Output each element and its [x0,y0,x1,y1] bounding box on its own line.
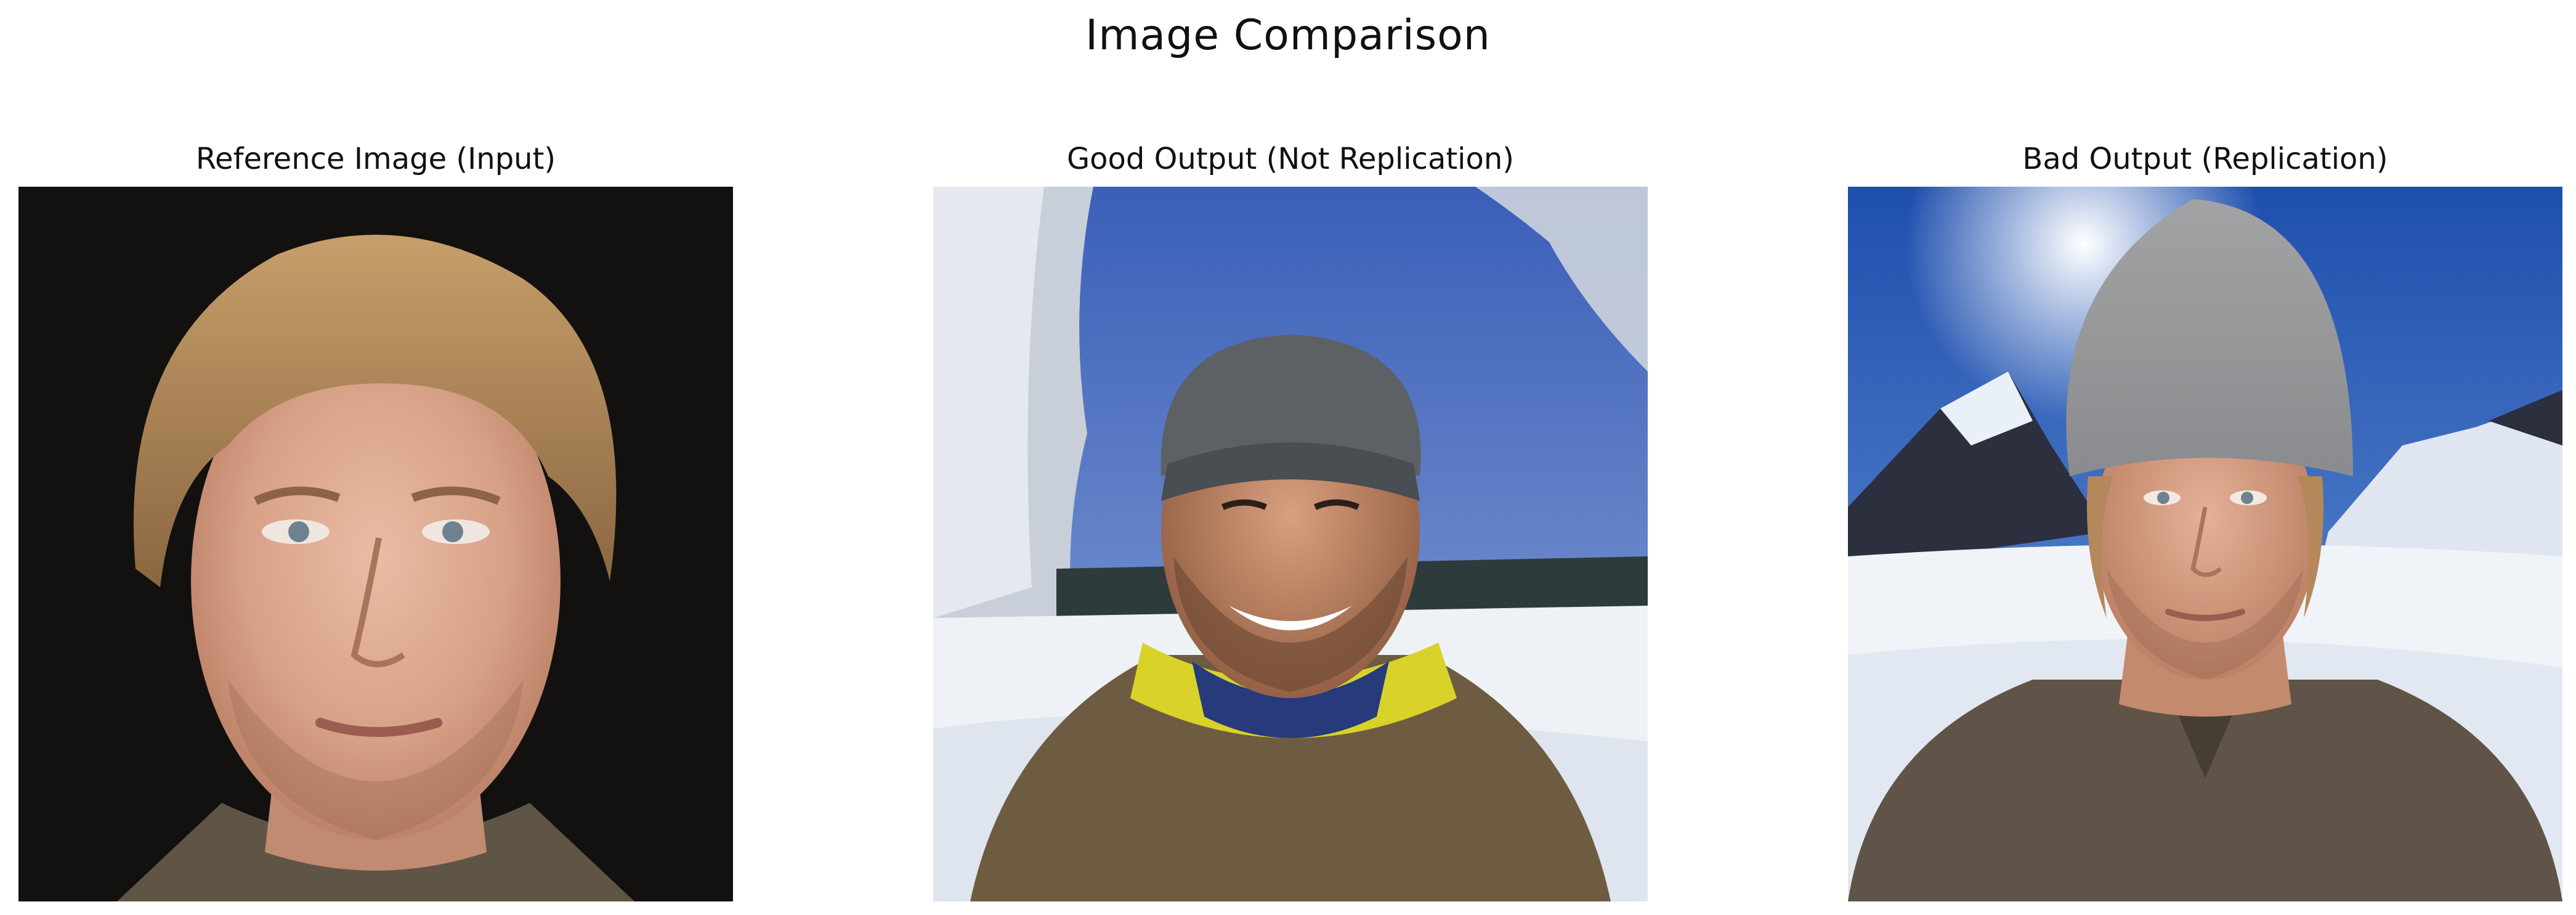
winter-portrait-replication-icon [1848,187,2562,901]
panel-title: Bad Output (Replication) [2022,142,2388,176]
panel-bad-output: Bad Output (Replication) [1848,140,2562,901]
panel-title: Reference Image (Input) [195,142,556,176]
panel-good-output: Good Output (Not Replication) [933,140,1648,901]
portrait-icon [18,187,733,901]
reference-portrait-image [18,187,733,901]
panel-title: Good Output (Not Replication) [1066,142,1515,176]
bad-output-image [1848,187,2562,901]
winter-selfie-icon [933,187,1648,901]
good-output-image [933,187,1648,901]
figure-title: Image Comparison [1085,11,1491,60]
panel-reference-image: Reference Image (Input) [18,140,733,901]
